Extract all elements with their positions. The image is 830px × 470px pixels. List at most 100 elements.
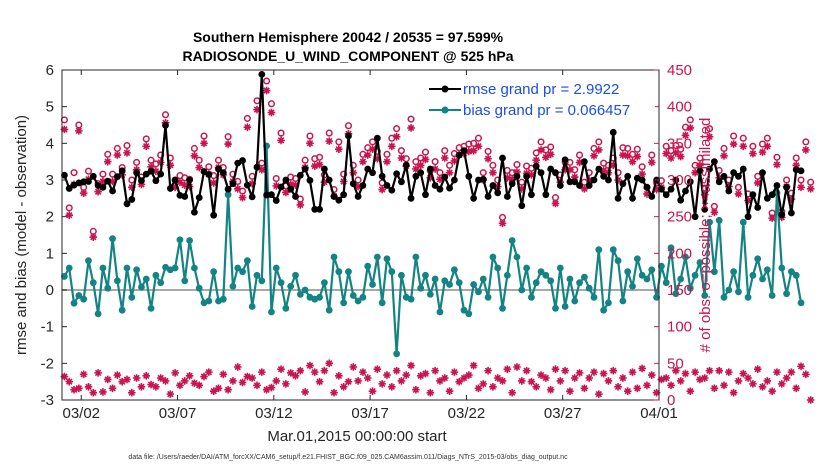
possible-obs-point (84, 167, 93, 175)
bias-series-point (754, 255, 762, 263)
assimilated-obs-point (599, 166, 608, 175)
assimilated-obs-point (806, 185, 815, 193)
possible-obs-point (441, 147, 449, 155)
low-count-obs-point (253, 381, 261, 390)
low-count-obs-point (224, 385, 232, 394)
bias-series-point (123, 264, 131, 272)
low-count-obs-point (628, 368, 637, 376)
bias-series-point (465, 310, 473, 318)
assimilated-obs-point (248, 179, 256, 188)
bias-series-point (224, 191, 232, 199)
possible-obs-point (489, 161, 497, 169)
bias-series-point (422, 271, 429, 279)
possible-obs-point (720, 144, 728, 153)
low-count-obs-point (103, 375, 112, 384)
assimilated-obs-point (710, 208, 719, 217)
assimilated-obs-point (696, 161, 704, 170)
bias-series-point (576, 279, 583, 287)
assimilated-obs-point (643, 190, 651, 198)
assimilated-obs-point (306, 139, 314, 148)
bias-series-point (138, 283, 145, 291)
bias-series-point (253, 271, 261, 279)
rmse-series-point (253, 163, 261, 171)
assimilated-obs-point (734, 190, 743, 198)
bias-series-point (407, 295, 415, 303)
bias-series-point (677, 275, 685, 283)
low-count-obs-point (320, 366, 329, 375)
possible-obs-point (99, 170, 107, 178)
low-count-obs-point (108, 384, 117, 393)
possible-obs-point (792, 154, 800, 162)
rmse-series-point (162, 121, 169, 129)
assimilated-obs-point (262, 86, 271, 95)
assimilated-obs-point (421, 155, 430, 164)
assimilated-obs-point (190, 152, 199, 160)
bias-series-point (268, 308, 275, 316)
x-tick-label: 03/17 (351, 405, 389, 422)
assimilated-obs-point (75, 127, 83, 135)
bias-series-point (190, 264, 198, 272)
rmse-series-point (638, 176, 646, 184)
bias-series-point (479, 275, 487, 283)
assimilated-obs-point (108, 177, 117, 186)
bias-series-point (282, 304, 290, 312)
possible-obs-point (104, 150, 112, 158)
assimilated-obs-point (180, 181, 189, 189)
low-count-obs-point (113, 371, 122, 379)
low-count-obs-point (700, 374, 709, 382)
bias-series-point (653, 293, 660, 301)
low-count-obs-point (710, 384, 719, 393)
assimilated-obs-point (797, 183, 805, 192)
assimilated-obs-point (156, 158, 165, 167)
bias-series-point (749, 271, 757, 279)
legend-rmse-marker (441, 85, 449, 93)
bias-series-point (518, 286, 526, 294)
rmse-series-point (85, 178, 92, 185)
bias-series-point (556, 264, 564, 272)
possible-obs-point (123, 141, 131, 150)
low-count-obs-point (489, 383, 497, 391)
assimilated-obs-point (325, 137, 334, 145)
possible-obs-point (316, 153, 324, 161)
rmse-series-point (210, 211, 218, 219)
y-right-tick-label: 200 (667, 245, 692, 262)
low-count-obs-point (575, 369, 584, 377)
assimilated-obs-point (200, 139, 208, 148)
rmse-series-point (388, 186, 396, 194)
rmse-series-point (532, 162, 540, 170)
low-count-obs-point (156, 374, 165, 382)
assimilated-obs-point (315, 160, 324, 169)
chart-title-line2: RADIOSONDE_U_WIND_COMPONENT @ 525 hPa (182, 48, 513, 64)
bias-series-point (186, 237, 193, 244)
low-count-obs-point (725, 368, 733, 376)
possible-obs-point (739, 134, 747, 142)
bias-series-point (340, 299, 348, 307)
bias-series-point (470, 281, 478, 288)
rmse-series-point (292, 193, 299, 200)
low-count-obs-point (214, 384, 223, 393)
low-count-obs-point (436, 377, 444, 385)
possible-obs-point (763, 134, 771, 142)
rmse-series-point (754, 204, 762, 211)
rmse-series-point (778, 211, 786, 219)
low-count-obs-point (744, 374, 752, 382)
assimilated-obs-point (681, 131, 690, 140)
rmse-series-point (763, 194, 771, 202)
rmse-series-point (383, 182, 391, 189)
low-count-obs-point (604, 377, 613, 385)
bias-series-point (243, 257, 251, 265)
assimilated-obs-point (359, 157, 367, 166)
rmse-series-point (701, 205, 709, 213)
bias-series-point (475, 288, 482, 296)
low-count-obs-point (465, 371, 473, 379)
low-count-obs-point (787, 368, 796, 376)
assimilated-obs-point (416, 161, 425, 170)
low-count-obs-point (469, 361, 478, 370)
rmse-series-point (696, 167, 704, 175)
assimilated-obs-point (744, 196, 752, 205)
rmse-series-point (282, 176, 290, 184)
bias-series-point (65, 264, 73, 272)
assimilated-obs-point (426, 174, 435, 182)
assimilated-obs-point (209, 179, 218, 187)
bias-series-point (412, 253, 420, 261)
